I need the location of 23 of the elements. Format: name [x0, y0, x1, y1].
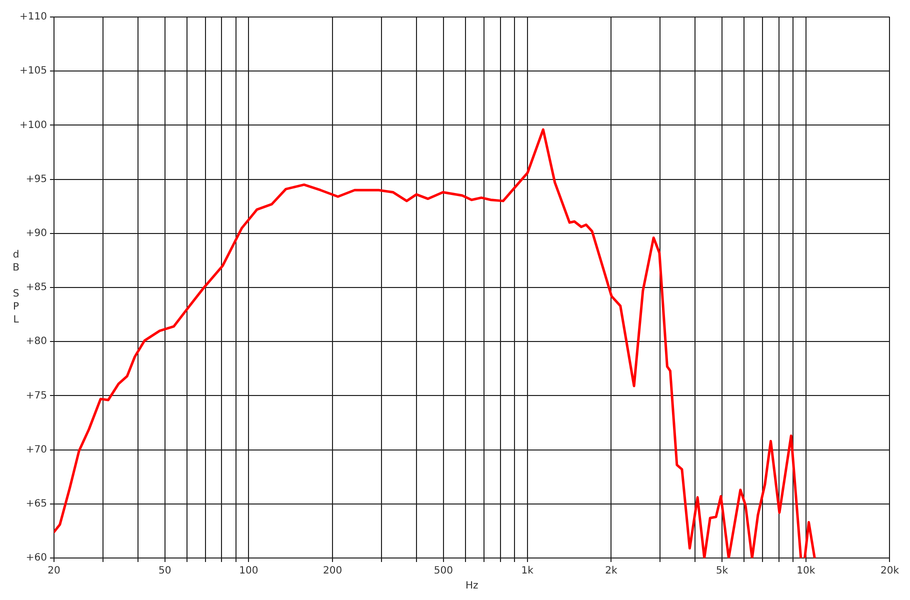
y-tick-label: +65	[26, 498, 47, 510]
x-tick-label: 1k	[521, 566, 534, 577]
y-tick-label: +70	[26, 444, 47, 456]
y-tick-label: +85	[26, 282, 47, 294]
y-tick-label: +95	[26, 174, 47, 185]
text: dB SPL	[12, 250, 20, 326]
x-tick-label: 50	[158, 566, 172, 577]
x-axis-title: Hz	[465, 580, 478, 592]
x-tick-label: 200	[323, 566, 342, 577]
x-tick-label: 2k	[605, 566, 618, 577]
x-tick-label: 500	[434, 566, 453, 577]
x-tick-label: 20	[48, 566, 60, 577]
y-tick-label: +75	[26, 390, 47, 402]
y-tick-label: +105	[20, 66, 47, 77]
x-tick-label: 5k	[716, 566, 728, 577]
y-tick-label: +60	[26, 552, 47, 564]
y-tick-label: +90	[26, 228, 47, 239]
y-tick-label: +110	[20, 12, 47, 23]
x-tick-label: 20k	[880, 566, 900, 577]
x-tick-label: 10k	[796, 566, 816, 577]
y-tick-label: +80	[26, 336, 47, 348]
x-tick-label: 100	[239, 566, 258, 577]
y-tick-label: +100	[20, 120, 47, 131]
